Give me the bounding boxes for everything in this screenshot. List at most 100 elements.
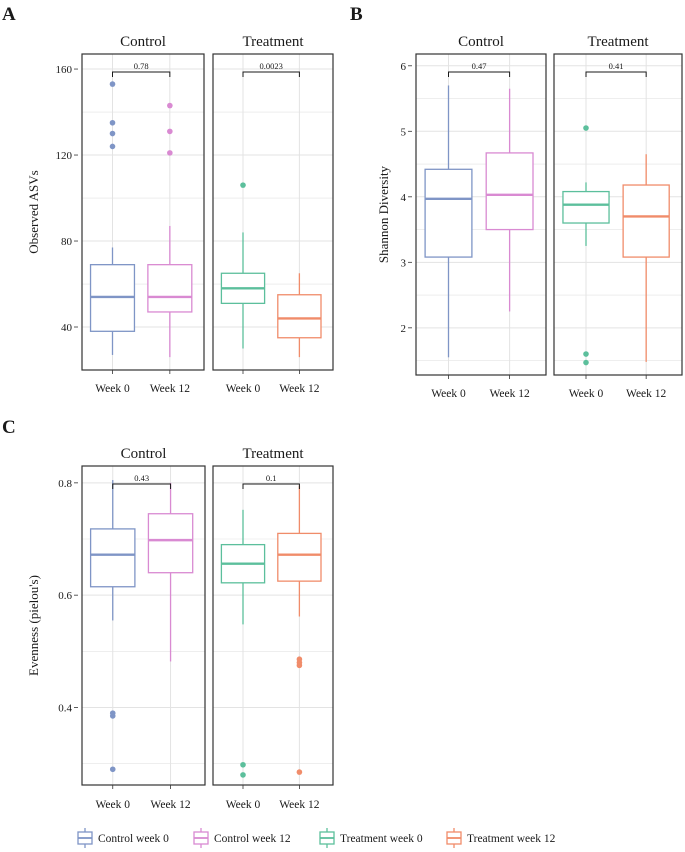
y-tick-label: 120 — [56, 150, 73, 162]
outlier-point — [583, 125, 589, 131]
y-tick-label: 40 — [61, 322, 73, 334]
y-axis-label: Observed ASVs — [26, 170, 41, 253]
facet-control: Control 0.43 Week 0 Week 12 — [81, 446, 206, 811]
legend-item-control-week-0: Control week 0 — [77, 828, 169, 848]
panel-label: C — [2, 417, 16, 438]
significance-bracket — [585, 71, 647, 77]
facet-border — [212, 465, 334, 786]
facet-border — [553, 53, 683, 376]
outlier-point — [296, 769, 303, 775]
box-control-week-12 — [147, 102, 193, 358]
p-value-label: 0.47 — [472, 61, 487, 71]
outlier-point — [167, 150, 173, 156]
significance-bracket — [242, 71, 300, 77]
outlier-point — [109, 130, 116, 137]
box-iqr — [89, 528, 136, 588]
x-tick-label: Week 0 — [95, 383, 130, 395]
y-tick-label: 80 — [61, 236, 73, 248]
box-iqr — [424, 168, 473, 258]
box-treatment-week-0 — [562, 125, 610, 366]
box-treatment-week-12 — [277, 273, 322, 358]
y-axis-label: Shannon Diversity — [376, 165, 391, 263]
y-tick-label: 2 — [401, 323, 407, 335]
box-treatment-week-0 — [220, 509, 266, 778]
facet-title: Treatment — [242, 446, 304, 462]
facet-border — [81, 465, 206, 786]
legend-label: Treatment week 12 — [467, 833, 556, 845]
y-axis-label: Evenness (pielou's) — [26, 575, 41, 676]
facet-title: Treatment — [587, 34, 649, 50]
x-tick-label: Week 12 — [279, 799, 320, 811]
box-iqr — [277, 294, 322, 339]
significance-bracket — [112, 483, 172, 489]
x-tick-label: Week 0 — [569, 388, 604, 400]
facet-treatment: Treatment 0.0023 Week 0 Week 12 — [212, 34, 334, 395]
y-tick-label: 0.6 — [58, 590, 72, 602]
facet-control: Control 0.78 Week 0 Week 12 — [81, 34, 205, 395]
outlier-point — [109, 710, 116, 716]
y-tick-label: 160 — [56, 64, 73, 76]
panel-B: B Shannon Diversity 2 3 4 5 6 Control 0.47 Week 0… — [350, 4, 683, 400]
x-tick-label: Week 12 — [279, 383, 320, 395]
legend-item-control-week-12: Control week 12 — [193, 828, 291, 848]
y-tick-label: 3 — [401, 257, 407, 269]
box-treatment-week-12 — [277, 485, 322, 775]
box-control-week-0 — [89, 81, 136, 355]
outlier-point — [167, 128, 173, 135]
y-tick-label: 5 — [401, 126, 407, 138]
facet-title: Control — [121, 446, 167, 462]
outlier-point — [109, 81, 116, 87]
box-iqr — [147, 513, 194, 574]
outlier-point — [167, 102, 173, 109]
legend-item-treatment-week-12: Treatment week 12 — [446, 828, 556, 848]
panel-C: C Evenness (pielou's) 0.4 0.6 0.8 Control 0.43… — [2, 417, 334, 811]
facet-border — [415, 53, 547, 376]
significance-bracket — [448, 71, 511, 77]
legend-label: Control week 0 — [98, 833, 169, 845]
panel-A: A Observed ASVs 40 80 120 160 Control 0.78 Week … — [2, 4, 334, 395]
outlier-point — [583, 351, 589, 357]
facet-border — [81, 53, 205, 371]
legend: Control week 0 Control week 12 Treatment w… — [77, 828, 556, 848]
x-tick-label: Week 0 — [226, 383, 261, 395]
facet-title: Control — [120, 34, 166, 50]
facet-border — [212, 53, 334, 371]
y-tick-label: 0.8 — [58, 478, 72, 490]
legend-label: Treatment week 0 — [340, 833, 423, 845]
x-tick-label: Week 12 — [150, 799, 191, 811]
box-control-week-0 — [89, 480, 136, 773]
facet-control: Control 0.47 Week 0 Week 12 — [415, 34, 547, 400]
box-control-week-12 — [147, 482, 194, 662]
x-tick-label: Week 12 — [150, 383, 191, 395]
p-value-label: 0.1 — [266, 473, 277, 483]
legend-item-treatment-week-0: Treatment week 0 — [319, 828, 423, 848]
outlier-point — [109, 119, 116, 126]
y-tick-label: 6 — [401, 61, 407, 73]
p-value-label: 0.78 — [134, 61, 149, 71]
significance-bracket — [242, 483, 300, 489]
p-value-label: 0.0023 — [260, 61, 283, 71]
x-tick-label: Week 12 — [489, 388, 530, 400]
panel-label: B — [350, 4, 363, 25]
box-iqr — [277, 532, 322, 582]
facet-title: Control — [458, 34, 504, 50]
x-tick-label: Week 12 — [626, 388, 667, 400]
box-treatment-week-12 — [622, 154, 670, 362]
significance-bracket — [112, 71, 171, 77]
outlier-point — [583, 359, 589, 366]
y-tick-label: 4 — [401, 192, 407, 204]
facet-treatment: Treatment 0.1 Week 0 Week 12 — [212, 446, 334, 811]
outlier-point — [109, 143, 116, 150]
p-value-label: 0.43 — [134, 473, 149, 483]
facet-treatment: Treatment 0.41 Week 0 Week 12 — [553, 34, 683, 400]
legend-label: Control week 12 — [214, 833, 291, 845]
box-control-week-12 — [485, 88, 534, 312]
x-tick-label: Week 0 — [431, 388, 466, 400]
x-tick-label: Week 0 — [95, 799, 130, 811]
outlier-point — [296, 656, 303, 662]
y-tick-label: 0.4 — [58, 702, 72, 714]
panel-label: A — [2, 4, 16, 25]
box-iqr — [485, 152, 534, 231]
box-control-week-0 — [424, 85, 473, 358]
